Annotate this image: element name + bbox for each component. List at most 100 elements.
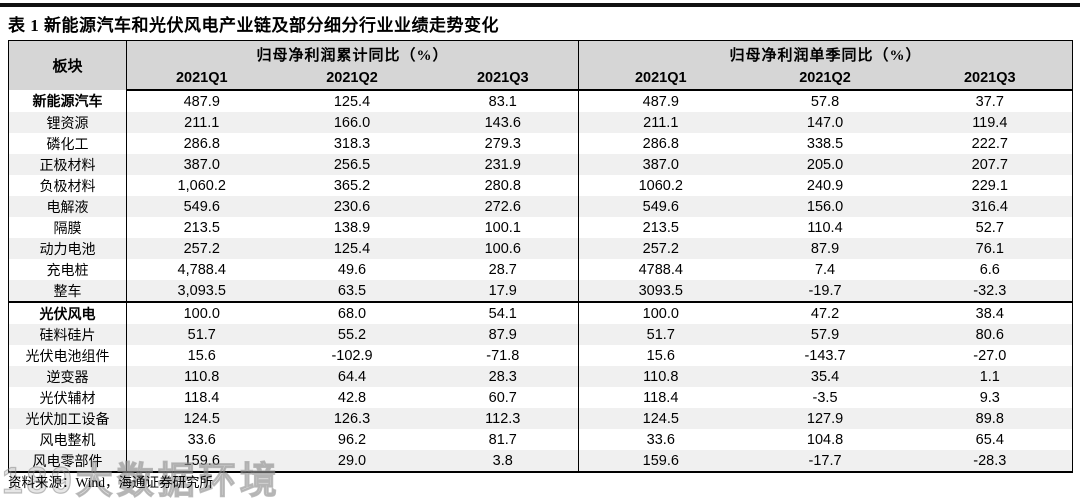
- group-header-cumulative-yoy: 归母净利润累计同比（%）: [126, 40, 579, 67]
- quarterly-value-cell: 147.0: [806, 114, 844, 131]
- sector-cell: 充电桩: [8, 259, 127, 280]
- cumulative-value-cell: 112.3: [485, 410, 521, 427]
- cumulative-value-cell: 487.9: [183, 93, 220, 110]
- quarterly-value-cell: 35.4: [810, 368, 840, 385]
- quarterly-value-cell: 118.4: [578, 387, 743, 408]
- cumulative-value-cell: 87.9: [488, 326, 517, 343]
- table-row: 光伏风电 100.0 68.0 54.1 100.0 47.2 38.4: [8, 301, 1073, 324]
- quarterly-value-cell: -17.7: [808, 452, 842, 469]
- cumulative-value-cell: 100.0: [126, 301, 277, 324]
- column-header-cum-q1: 2021Q1: [126, 67, 277, 91]
- cumulative-value-cell: 125.4: [333, 93, 371, 110]
- sector-cell: 光伏加工设备: [8, 408, 127, 429]
- table-body: 新能源汽车 487.9 125.4 83.1 487.9 57.8 37.7 锂资源 211.1…: [8, 90, 1073, 472]
- quarterly-value-cell: 38.4: [907, 301, 1073, 324]
- cumulative-value-cell: 387.0: [183, 156, 220, 173]
- cumulative-value-cell: 33.6: [187, 431, 216, 448]
- cumulative-value-cell: 55.2: [337, 326, 367, 343]
- table-row: 隔膜 213.5 138.9 100.1 213.5 110.4 52.7: [8, 217, 1073, 238]
- quarterly-value-cell: 316.4: [971, 198, 1008, 215]
- quarterly-value-cell: 87.9: [810, 240, 840, 257]
- table-row: 磷化工 286.8 318.3 279.3 286.8 338.5 222.7: [8, 133, 1073, 154]
- cumulative-value-cell: 118.4: [184, 389, 220, 406]
- cumulative-value-cell: 1,060.2: [177, 177, 226, 194]
- quarterly-value-cell: 51.7: [578, 324, 743, 345]
- cumulative-value-cell: 15.6: [187, 347, 216, 364]
- cumulative-value-cell: 83.1: [488, 93, 517, 110]
- cumulative-value-cell: 279.3: [484, 135, 521, 152]
- quarter-header-row: 2021Q1 2021Q2 2021Q3 2021Q1 2021Q2 2021Q…: [9, 67, 1073, 91]
- sector-cell: 风电零部件: [8, 450, 127, 472]
- quarterly-value-cell: 213.5: [578, 217, 743, 238]
- quarterly-value-cell: 1.1: [979, 368, 1000, 385]
- cumulative-value-cell: 280.8: [484, 177, 521, 194]
- table-row: 硅料硅片 51.7 55.2 87.9 51.7 57.9 80.6: [8, 324, 1073, 345]
- quarterly-value-cell: 159.6: [578, 450, 743, 472]
- cumulative-value-cell: 100.1: [484, 219, 521, 236]
- quarterly-value-cell: 549.6: [578, 196, 743, 217]
- cumulative-value-cell: 4,788.4: [177, 261, 226, 278]
- cumulative-value-cell: 256.5: [333, 156, 371, 173]
- cumulative-value-cell: -102.9: [331, 347, 373, 364]
- cumulative-value-cell: 230.6: [333, 198, 371, 215]
- quarterly-value-cell: 211.1: [578, 112, 743, 133]
- quarterly-value-cell: -32.3: [973, 282, 1007, 299]
- quarterly-value-cell: 7.4: [814, 261, 836, 278]
- table-row: 锂资源 211.1 166.0 143.6 211.1 147.0 119.4: [8, 112, 1073, 133]
- quarterly-value-cell: 286.8: [578, 133, 743, 154]
- quarterly-value-cell: 338.5: [806, 135, 844, 152]
- quarterly-value-cell: 124.5: [578, 408, 743, 429]
- quarterly-value-cell: 37.7: [975, 93, 1004, 110]
- sector-cell: 光伏风电: [8, 301, 127, 324]
- sector-cell: 光伏辅材: [8, 387, 127, 408]
- cumulative-value-cell: 231.9: [484, 156, 521, 173]
- cumulative-value-cell: 272.6: [484, 198, 521, 215]
- cumulative-value-cell: 3.8: [492, 452, 513, 469]
- cumulative-value-cell: 286.8: [183, 135, 220, 152]
- performance-table: 板块 归母净利润累计同比（%） 归母净利润单季同比（%） 2021Q1 2021…: [8, 40, 1074, 473]
- cumulative-value-cell: 124.5: [183, 410, 220, 427]
- table-row: 正极材料 387.0 256.5 231.9 387.0 205.0 207.7: [8, 154, 1073, 175]
- table-row: 风电零部件 159.6 29.0 3.8 159.6 -17.7 -28.3: [8, 450, 1073, 472]
- sector-cell: 隔膜: [8, 217, 127, 238]
- quarterly-value-cell: 3093.5: [578, 280, 743, 302]
- quarterly-value-cell: 110.4: [807, 219, 843, 236]
- cumulative-value-cell: 143.6: [484, 114, 521, 131]
- cumulative-value-cell: 3,093.5: [177, 282, 226, 299]
- cumulative-value-cell: 159.6: [183, 452, 220, 469]
- sector-column-header: 板块: [8, 40, 127, 90]
- quarterly-value-cell: 47.2: [742, 301, 908, 324]
- quarterly-value-cell: 4788.4: [578, 259, 743, 280]
- table-row: 风电整机 33.6 96.2 81.7 33.6 104.8 65.4: [8, 429, 1073, 450]
- sector-cell: 新能源汽车: [8, 90, 127, 112]
- table-row: 负极材料 1,060.2 365.2 280.8 1060.2 240.9 229.1: [8, 175, 1073, 196]
- quarterly-value-cell: 1060.2: [578, 175, 743, 196]
- sector-cell: 逆变器: [8, 366, 127, 387]
- cumulative-value-cell: 125.4: [333, 240, 371, 257]
- cumulative-value-cell: 96.2: [337, 431, 367, 448]
- quarterly-value-cell: 9.3: [979, 389, 1000, 406]
- quarterly-value-cell: 65.4: [975, 431, 1004, 448]
- table-row: 新能源汽车 487.9 125.4 83.1 487.9 57.8 37.7: [8, 90, 1073, 112]
- sector-cell: 负极材料: [8, 175, 127, 196]
- quarterly-value-cell: 52.7: [975, 219, 1004, 236]
- quarterly-value-cell: 229.1: [971, 177, 1008, 194]
- sector-cell: 电解液: [8, 196, 127, 217]
- quarterly-value-cell: -143.7: [804, 347, 846, 364]
- sector-cell: 风电整机: [8, 429, 127, 450]
- quarterly-value-cell: 387.0: [578, 154, 743, 175]
- quarterly-value-cell: 57.8: [810, 93, 840, 110]
- table-row: 光伏电池组件 15.6 -102.9 -71.8 15.6 -143.7 -27.0: [8, 345, 1073, 366]
- cumulative-value-cell: 100.6: [484, 240, 521, 257]
- column-header-qtr-q1: 2021Q1: [578, 67, 743, 91]
- sector-cell: 锂资源: [8, 112, 127, 133]
- quarterly-value-cell: 205.0: [806, 156, 844, 173]
- cumulative-value-cell: 51.7: [187, 326, 216, 343]
- source-note: 资料来源：Wind，海通证券研究所: [8, 475, 213, 490]
- cumulative-value-cell: 318.3: [333, 135, 371, 152]
- cumulative-value-cell: 63.5: [337, 282, 367, 299]
- cumulative-value-cell: 49.6: [337, 261, 367, 278]
- quarterly-value-cell: 127.9: [806, 410, 844, 427]
- cumulative-value-cell: 28.7: [488, 261, 517, 278]
- quarterly-value-cell: 110.8: [578, 366, 743, 387]
